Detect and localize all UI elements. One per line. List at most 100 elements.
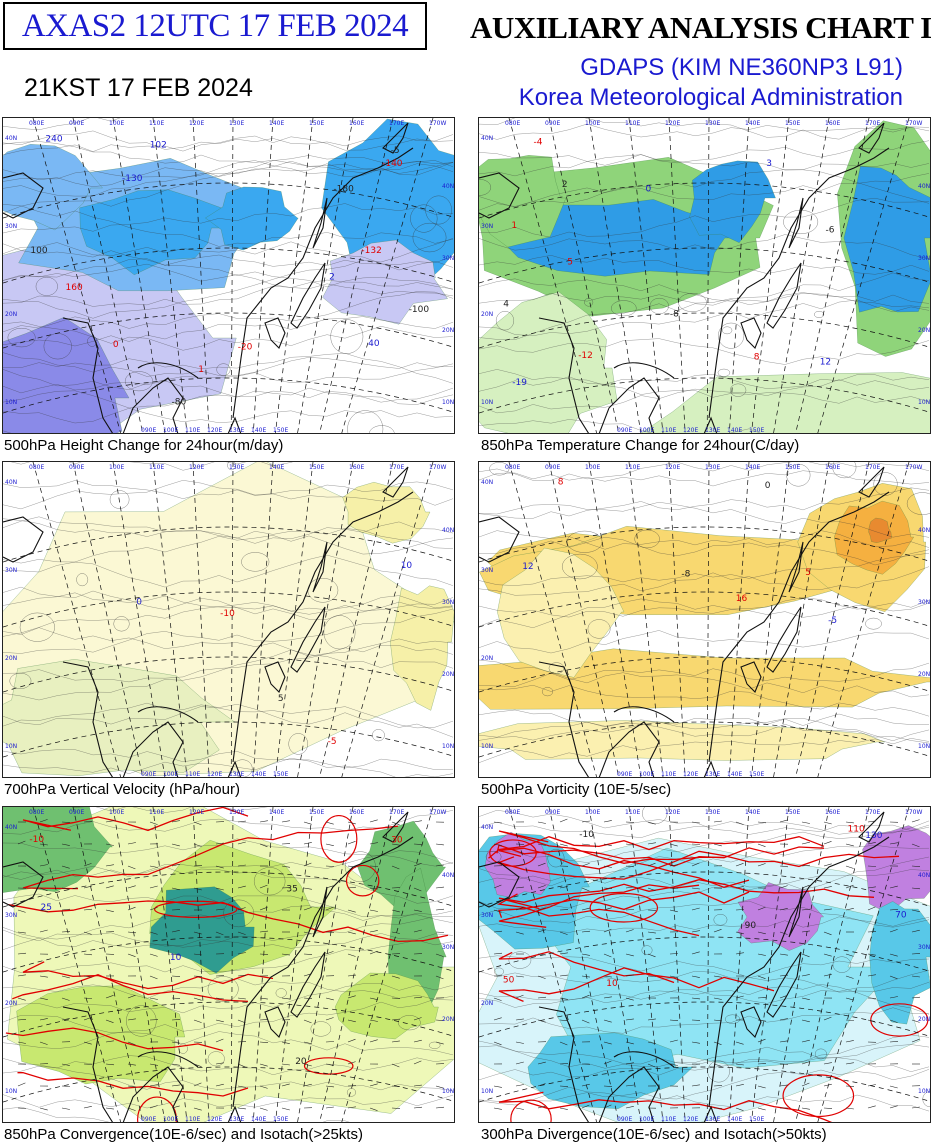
latitude-label: 20N [481, 655, 493, 662]
longitude-label: 110E [149, 120, 164, 127]
latitude-label: 40N [5, 135, 17, 142]
map-canvas: 080E 090E 090E 100E 100E 110E 110E 120E 120E 130E… [3, 462, 454, 778]
latitude-label: 30N [918, 944, 930, 951]
longitude-label: 150E [785, 464, 800, 471]
latitude-label: 30N [5, 223, 17, 230]
contour-value-label: -5 [328, 737, 337, 747]
contour-value-label: 100 [30, 246, 47, 256]
contour-value-label: -10 [579, 830, 594, 840]
contour-value-label: -140 [382, 159, 403, 169]
longitude-label: 080E [29, 809, 44, 816]
longitude-label: 110E [625, 120, 640, 127]
latitude-label: 40N [481, 824, 493, 831]
longitude-label: 120E [665, 120, 680, 127]
latitude-label: 10N [442, 743, 454, 750]
longitude-label: 100E [639, 1116, 654, 1123]
longitude-label: 140E [269, 120, 284, 127]
contour-value-label: 8 [754, 353, 760, 363]
latitude-label: 40N [918, 872, 930, 879]
longitude-label: 160E [349, 120, 364, 127]
contour-value-label: 40 [368, 339, 380, 349]
longitude-label: 110E [625, 464, 640, 471]
longitude-label: 110E [185, 771, 200, 778]
isotach-layer [488, 830, 929, 1122]
latitude-label: 20N [918, 327, 930, 334]
wind-barb-layer [17, 819, 445, 1111]
longitude-label: 100E [163, 427, 178, 434]
contour-value-label: 3 [766, 159, 772, 169]
panel-caption-temperature-change: 850hPa Temperature Change for 24hour(C/d… [481, 437, 800, 454]
isotach-layer [5, 807, 449, 1122]
longitude-label: 130E [705, 427, 720, 434]
contour-value-label: 0 [136, 598, 142, 608]
valid-time: 21KST 17 FEB 2024 [24, 74, 253, 102]
latitude-label: 40N [481, 135, 493, 142]
wind-barb-layer [493, 818, 921, 1111]
longitude-label: 090E [545, 464, 560, 471]
contour-value-label: 130 [865, 831, 882, 841]
longitude-label: 150E [749, 427, 764, 434]
latitude-label: 30N [481, 223, 493, 230]
longitude-label: 100E [585, 464, 600, 471]
contour-value-label: -6 [826, 226, 835, 236]
longitude-label: 130E [705, 120, 720, 127]
latitude-label: 10N [442, 1088, 454, 1095]
contour-value-label: 12 [522, 562, 533, 572]
contour-value-label: 10 [606, 979, 618, 989]
contour-value-label: -12 [578, 351, 593, 361]
longitude-label: 160E [349, 464, 364, 471]
latitude-label: 10N [481, 743, 493, 750]
longitude-label: 130E [229, 1116, 244, 1123]
panel-caption-height-change: 500hPa Height Change for 24hour(m/day) [4, 437, 284, 454]
model-name: GDAPS (KIM NE360NP3 L91) [580, 54, 903, 81]
contour-value-label: 90 [745, 921, 757, 931]
longitude-label: 130E [229, 464, 244, 471]
contour-value-label: 1 [198, 365, 204, 375]
longitude-label: 090E [617, 1116, 632, 1123]
longitude-label: 170W [429, 464, 446, 471]
panel-caption-vorticity: 500hPa Vorticity (10E-5/sec) [481, 781, 672, 798]
chart-code: AXAS2 12UTC 17 FEB 2024 [21, 7, 409, 44]
longitude-label: 100E [639, 427, 654, 434]
longitude-label: 140E [745, 809, 760, 816]
contour-value-label: 2 [329, 272, 335, 282]
latitude-label: 20N [5, 311, 17, 318]
shading-layer [479, 120, 930, 433]
contour-value-label: 160 [66, 283, 83, 293]
coastline-layer [479, 466, 890, 777]
contour-value-label: -20 [238, 343, 253, 353]
longitude-label: 130E [229, 120, 244, 127]
longitude-label: 170E [389, 464, 404, 471]
longitude-label: 140E [727, 771, 742, 778]
longitude-label: 170E [865, 809, 880, 816]
latitude-label: 20N [481, 311, 493, 318]
latlon-grid [3, 807, 454, 1122]
longitude-label: 100E [639, 771, 654, 778]
longitude-label: 120E [189, 120, 204, 127]
longitude-label: 170W [905, 120, 922, 127]
contour-value-label: 20 [295, 1057, 307, 1067]
contour-layer [479, 807, 930, 1112]
coastline-layer [3, 466, 414, 777]
latitude-label: 10N [5, 399, 17, 406]
longitude-label: 140E [251, 1116, 266, 1123]
contour-value-label: 25 [41, 903, 52, 913]
chart-code-box: AXAS2 12UTC 17 FEB 2024 [3, 2, 427, 50]
contour-value-label: 0 [113, 340, 119, 350]
map-panel-convergence: 080E 090E 090E 100E 100E 110E 110E 120E 120E 130E… [2, 806, 455, 1123]
longitude-label: 140E [727, 427, 742, 434]
latitude-label: 20N [918, 1016, 930, 1023]
longitude-label: 130E [229, 427, 244, 434]
latitude-label: 30N [481, 912, 493, 919]
longitude-label: 110E [185, 427, 200, 434]
latlon-grid [3, 118, 454, 433]
contour-value-label: 240 [45, 135, 62, 145]
longitude-label: 100E [585, 809, 600, 816]
longitude-label: 150E [309, 464, 324, 471]
longitude-label: 150E [273, 1116, 288, 1123]
longitude-label: 100E [109, 464, 124, 471]
longitude-label: 090E [141, 771, 156, 778]
longitude-label: 170W [905, 464, 922, 471]
longitude-label: 120E [189, 809, 204, 816]
longitude-label: 080E [29, 120, 44, 127]
